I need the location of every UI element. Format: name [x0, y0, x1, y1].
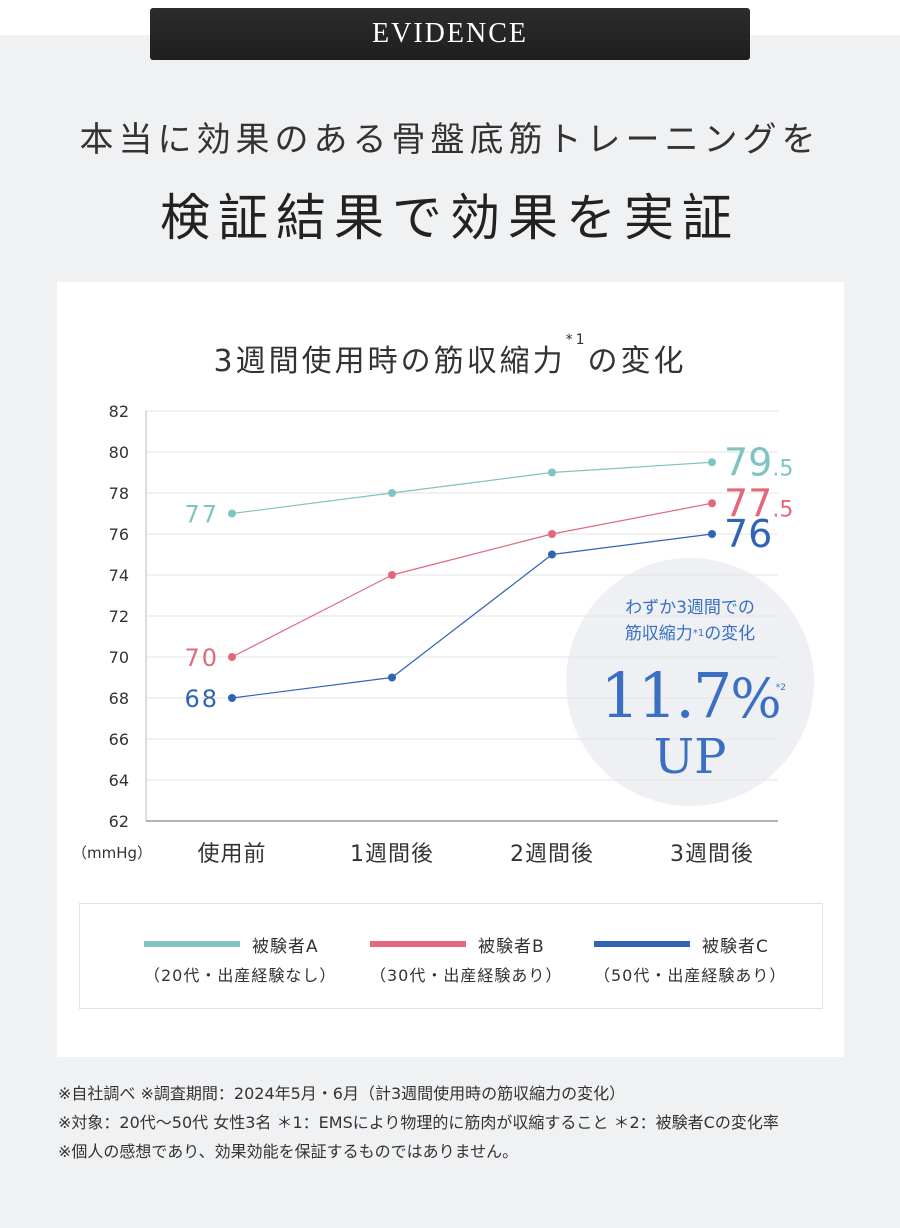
x-tick-label: 2週間後: [510, 842, 594, 867]
end-value-decimal: .5: [772, 497, 793, 522]
data-point: [708, 530, 716, 538]
footnote-1: ※自社調べ ※調査期間：2024年5月・6月（計3週間使用時の筋収縮力の変化）: [58, 1084, 626, 1103]
y-tick-label: 80: [109, 443, 129, 462]
callout-percent: %: [730, 667, 781, 730]
x-tick-label: 1週間後: [350, 842, 434, 867]
y-tick-label: 82: [109, 402, 129, 421]
callout-line2: 筋収縮力*1の変化: [568, 621, 812, 647]
callout-footnote: *2: [775, 683, 786, 693]
footnote-3: ※個人の感想であり、効果効能を保証するものではありません。: [58, 1142, 519, 1161]
y-tick-label: 68: [109, 689, 129, 708]
callout-value: 11.7% *2: [568, 665, 812, 730]
legend-name-b: 被験者B: [478, 937, 545, 957]
callout-line1: わずか3週間での: [625, 598, 755, 618]
footnotes: ※自社調べ ※調査期間：2024年5月・6月（計3週間使用時の筋収縮力の変化） …: [58, 1079, 858, 1166]
callout-number: 11.7: [600, 659, 732, 732]
series-line: [231, 461, 713, 515]
legend: 被験者A （20代・出産経験なし） 被験者B （30代・出産経験あり） 被験者C…: [79, 903, 823, 1009]
chart-title-footnote: *1: [565, 332, 588, 348]
legend-sub-c: （50代・出産経験あり）: [594, 966, 787, 985]
end-value-label: 76: [724, 512, 772, 556]
series-line: [231, 533, 713, 699]
chart-title-main: 3週間使用時の筋収縮力: [213, 344, 566, 379]
callout-circle: [566, 558, 814, 806]
chart-title: 3週間使用時の筋収縮力*1の変化: [0, 332, 900, 380]
y-tick-label: 74: [109, 566, 129, 585]
callout-up: UP: [653, 729, 727, 785]
callout-line2-tail: の変化: [704, 624, 756, 644]
legend-item-a: 被験者A （20代・出産経験なし）: [144, 904, 374, 1008]
y-tick-label: 78: [109, 484, 129, 503]
chart-title-tail: の変化: [587, 344, 687, 379]
callout-line2-main: 筋収縮力: [624, 624, 693, 644]
legend-swatch-b: [370, 941, 466, 947]
data-point: [228, 694, 236, 702]
y-tick-label: 66: [109, 730, 129, 749]
callout: わずか3週間での 筋収縮力*1の変化 11.7% *2 UP: [568, 595, 812, 784]
headline: 検証結果で効果を実証: [160, 189, 740, 247]
data-point: [548, 530, 556, 538]
data-point: [548, 550, 556, 559]
y-tick-label: 72: [109, 607, 129, 626]
legend-sub-a: （20代・出産経験なし）: [144, 966, 337, 985]
data-point: [708, 458, 716, 467]
lead-text: 本当に効果のある骨盤底筋トレーニングを: [79, 120, 821, 160]
legend-name-a: 被験者A: [252, 937, 319, 957]
x-tick-label: 使用前: [197, 842, 266, 867]
evidence-badge: EVIDENCE: [150, 8, 750, 60]
y-unit-label: （mmHg）: [72, 844, 152, 862]
start-value-label: 68: [184, 685, 219, 713]
legend-name-c: 被験者C: [702, 937, 769, 957]
data-point: [548, 468, 556, 477]
end-value-decimal: .5: [772, 456, 793, 481]
data-point: [388, 673, 396, 682]
legend-item-c: 被験者C （50代・出産経験あり）: [594, 904, 824, 1008]
legend-item-b: 被験者B （30代・出産経験あり）: [370, 904, 600, 1008]
y-tick-label: 64: [109, 771, 129, 790]
data-point: [388, 571, 396, 579]
line-chart: 62 64 66 68 70 72 74 76 78 80 82 （mmHg） 使用前 1週間後 2週間後 3…: [72, 402, 814, 867]
legend-swatch-a: [144, 941, 240, 947]
data-point: [708, 499, 716, 508]
data-point: [388, 489, 396, 497]
x-tick-label: 3週間後: [670, 842, 754, 867]
start-value-label: 77: [184, 501, 219, 529]
y-tick-label: 70: [109, 648, 129, 667]
data-point: [228, 509, 236, 518]
series-line: [231, 502, 713, 658]
legend-swatch-c: [594, 941, 690, 947]
callout-line2-footnote: *1: [692, 628, 705, 639]
y-tick-label: 76: [109, 525, 129, 544]
end-value-label: 79.5: [724, 440, 793, 484]
start-value-label: 70: [184, 644, 219, 672]
y-tick-label: 62: [109, 812, 129, 831]
legend-sub-b: （30代・出産経験あり）: [370, 966, 563, 985]
footnote-2: ※対象：20代〜50代 女性3名 ＊1：EMSにより物理的に筋肉が収縮すること …: [58, 1113, 779, 1132]
data-point: [228, 653, 236, 661]
